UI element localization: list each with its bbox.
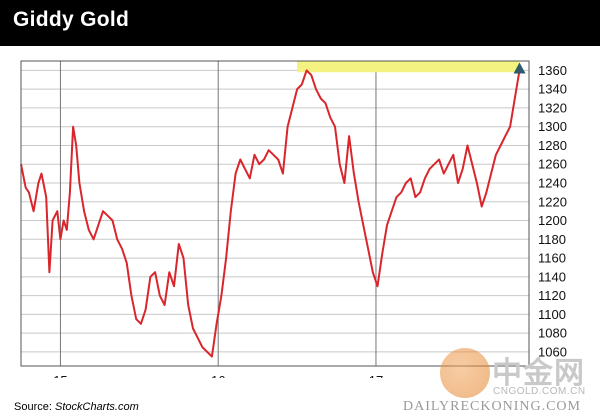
source-note: Source: StockCharts.com xyxy=(14,401,139,413)
y-tick-label: 1120 xyxy=(538,288,566,303)
y-tick-label: 1260 xyxy=(538,157,567,172)
y-tick-label: 1060 xyxy=(538,344,567,359)
y-tick-labels: 1060 1080 1100 1120 1140 1160 1180 1200 1220 1240… xyxy=(538,63,567,360)
source-name: StockCharts.com xyxy=(54,401,139,413)
y-tick-label: 1340 xyxy=(538,82,567,97)
y-tick-label: 1280 xyxy=(538,138,567,153)
highlight-band xyxy=(297,61,520,73)
price-series xyxy=(20,69,521,358)
x-tick-labels: 15 16 17 xyxy=(53,373,383,378)
y-tick-label: 1140 xyxy=(538,269,566,284)
grid xyxy=(21,60,529,366)
highlight-band-rect xyxy=(297,61,520,73)
cngold-logo-text: 中金网 xyxy=(492,356,585,391)
cngold-domain: CNGOLD.COM.CN xyxy=(493,386,586,397)
y-tick-label: 1320 xyxy=(538,100,567,115)
y-tick-label: 1200 xyxy=(538,213,567,228)
x-tick-label: 17 xyxy=(369,373,383,378)
y-tick-label: 1100 xyxy=(538,307,566,322)
y-tick-label: 1220 xyxy=(538,194,567,209)
series-line xyxy=(20,69,521,358)
y-tick-label: 1300 xyxy=(538,119,567,134)
y-tick-label: 1240 xyxy=(538,176,567,191)
x-tick-label: 15 xyxy=(53,373,67,378)
title-bar: Giddy Gold xyxy=(0,0,600,46)
source-label: Source: xyxy=(14,401,52,413)
markers xyxy=(513,62,526,74)
cngold-logo-icon xyxy=(440,348,490,398)
y-tick-label: 1180 xyxy=(538,232,566,247)
publisher-watermark: DAILYRECKONING.COM xyxy=(403,399,581,414)
chart-title: Giddy Gold xyxy=(13,8,130,31)
cngold-watermark: 中金网 CNGOLD.COM.CN xyxy=(440,340,600,400)
chart: 1060 1080 1100 1120 1140 1160 1180 1200 1220 1240… xyxy=(20,60,567,378)
y-tick-label: 1160 xyxy=(538,251,566,266)
y-tick-label: 1080 xyxy=(538,326,567,341)
x-tick-label: 16 xyxy=(211,373,225,378)
plot-frame xyxy=(20,60,530,367)
up-arrow-icon xyxy=(513,62,526,74)
y-tick-label: 1360 xyxy=(538,63,567,78)
